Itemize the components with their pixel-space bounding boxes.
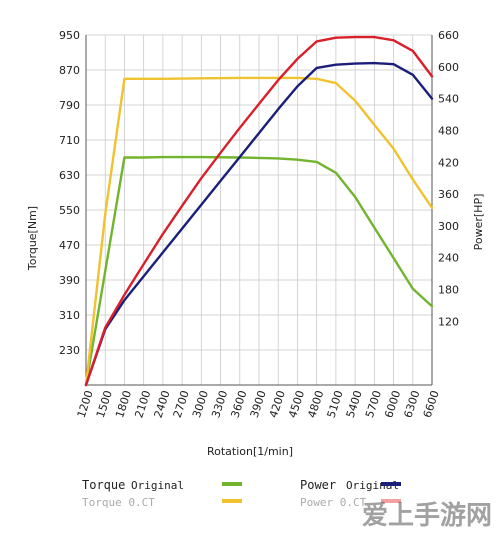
series-lines	[84, 35, 434, 387]
y-tick-label-right: 300	[438, 220, 459, 233]
x-tick-label: 1200	[75, 389, 96, 420]
y-tick-label-left: 950	[59, 29, 80, 42]
y-tick-label-left: 870	[59, 64, 80, 77]
y-ticks-left: 230 310 390 470 550 630 710 790 870 950	[59, 29, 80, 357]
y-tick-label-right: 120	[438, 315, 459, 328]
x-tick-label: 3600	[228, 389, 249, 420]
legend-power-oct-swatch	[381, 499, 401, 503]
x-tick-label: 5100	[325, 389, 346, 420]
x-tick-label: 3300	[209, 389, 230, 420]
y-tick-label-left: 230	[59, 344, 80, 357]
legend-torque-title: Torque	[82, 478, 125, 492]
x-ticks: 1200150018002100240027003000330036003900…	[75, 389, 442, 420]
series-line-torque-original	[84, 155, 434, 387]
y-tick-label-right: 420	[438, 156, 459, 169]
x-tick-label: 1500	[94, 389, 115, 420]
y-tick-label-right: 540	[438, 93, 459, 106]
y-tick-label-left: 470	[59, 239, 80, 252]
x-tick-label: 6600	[421, 389, 442, 420]
y-tick-label-right: 180	[438, 284, 459, 297]
x-tick-label: 2700	[171, 389, 192, 420]
y-tick-label-right: 480	[438, 124, 459, 137]
x-tick-label: 1800	[113, 389, 134, 420]
y-ticks-right: 120 180 240 300 360 420 480 540 600 660	[438, 29, 459, 328]
legend-torque-oct-swatch	[222, 499, 242, 503]
y-tick-label-right: 660	[438, 29, 459, 42]
series-line-power-original	[84, 61, 434, 387]
legend-torque-oct-label: Torque 0.CT	[82, 496, 155, 509]
series-line-power-0-ct	[84, 35, 434, 387]
x-tick-label: 2400	[152, 389, 173, 420]
y-tick-label-left: 790	[59, 99, 80, 112]
x-tick-label: 3000	[190, 389, 211, 420]
legend-power-title: Power	[300, 478, 336, 492]
y-tick-label-left: 710	[59, 134, 80, 147]
legend-power-original-swatch	[381, 482, 401, 486]
x-tick-label: 2100	[132, 389, 153, 420]
x-tick-label: 4500	[286, 389, 307, 420]
y-tick-label-left: 310	[59, 309, 80, 322]
series-line-torque-0-ct	[84, 76, 434, 387]
y-tick-label-right: 600	[438, 61, 459, 74]
axes	[85, 35, 433, 386]
x-axis-label: Rotation[1/min]	[207, 445, 293, 458]
y-tick-label-left: 630	[59, 169, 80, 182]
watermark-logo: 爱上手游网	[362, 501, 492, 531]
x-tick-label: 3900	[248, 389, 269, 420]
y-tick-label-left: 550	[59, 204, 80, 217]
x-tick-label: 5400	[344, 389, 365, 420]
legend: Torque Original Torque 0.CT Power Origin…	[82, 478, 401, 509]
x-tick-label: 4800	[305, 389, 326, 420]
x-tick-label: 5700	[363, 389, 384, 420]
y-tick-label-right: 360	[438, 188, 459, 201]
legend-torque-original-label: Original	[131, 479, 184, 492]
x-tick-label: 6000	[382, 389, 403, 420]
legend-torque-original-swatch	[222, 482, 242, 486]
y-axis-label-left: Torque[Nm]	[26, 206, 39, 271]
y-tick-label-right: 240	[438, 252, 459, 265]
x-tick-label: 6300	[401, 389, 422, 420]
x-tick-label: 4200	[267, 389, 288, 420]
y-tick-label-left: 390	[59, 274, 80, 287]
legend-power-oct-label: Power 0.CT	[300, 496, 367, 509]
grid	[85, 34, 433, 385]
y-axis-label-right: Power[HP]	[472, 194, 485, 251]
